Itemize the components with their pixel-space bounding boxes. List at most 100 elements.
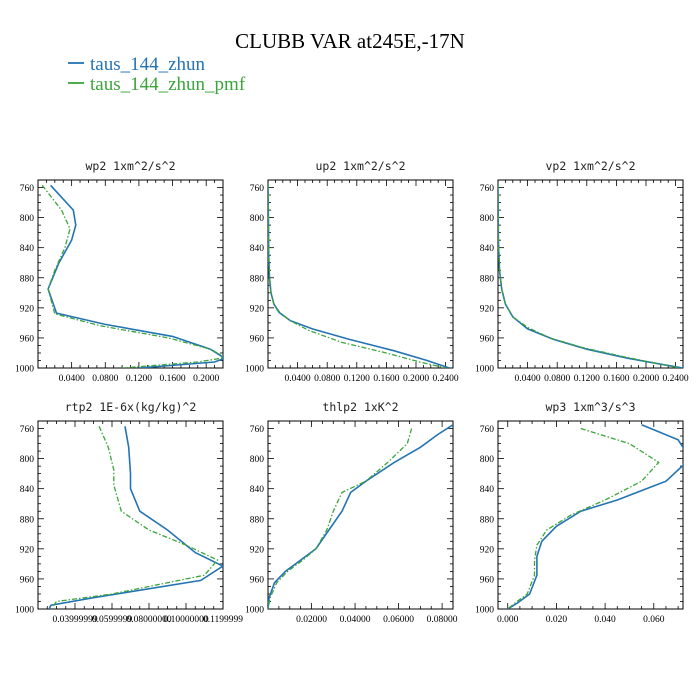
y-tick-label: 960 <box>20 334 35 344</box>
y-tick-label: 880 <box>250 274 265 284</box>
panel-title: vp2 1xm^2/s^2 <box>545 159 635 173</box>
x-tick-label: 0.1199999 <box>203 615 243 625</box>
panel-title: thlp2 1xK^2 <box>322 400 398 414</box>
y-tick-label: 960 <box>250 334 265 344</box>
panel-title: up2 1xm^2/s^2 <box>315 159 405 173</box>
y-tick-label: 1000 <box>245 606 264 616</box>
y-tick-label: 920 <box>250 304 265 314</box>
y-tick-label: 880 <box>250 515 265 525</box>
x-tick-label: 0.1200 <box>574 374 600 384</box>
y-tick-label: 880 <box>20 274 35 284</box>
y-tick-label: 760 <box>480 184 495 194</box>
panels: wp2 1xm^2/s^2 760 800 840 880 920 960 1000 0.040… <box>15 159 689 625</box>
x-tick-label: 0.0400 <box>59 374 85 384</box>
y-tick-label: 1000 <box>245 365 264 375</box>
x-tick-label: 0.000 <box>497 615 519 625</box>
panel-5: thlp2 1xK^2 760 800 840 880 920 960 1000 0.02000… <box>245 400 458 625</box>
x-tick-label: 0.1200 <box>344 374 370 384</box>
x-tick-label: 0.040 <box>594 615 616 625</box>
x-tick-label: 0.1600 <box>603 374 629 384</box>
x-tick-label: 0.0800 <box>544 374 570 384</box>
y-tick-label: 840 <box>480 244 495 254</box>
x-tick-label: 0.1200 <box>126 374 152 384</box>
series-line-1 <box>47 184 223 368</box>
series-line-1 <box>507 424 683 609</box>
y-tick-label: 920 <box>20 545 35 555</box>
y-tick-label: 960 <box>20 575 35 585</box>
y-tick-label: 960 <box>480 575 495 585</box>
y-tick-label: 880 <box>20 515 35 525</box>
series-line-1 <box>48 426 223 609</box>
x-tick-label: 0.06000 <box>383 615 414 625</box>
x-tick-label: 0.0800 <box>92 374 118 384</box>
y-tick-label: 800 <box>480 214 495 224</box>
y-tick-label: 920 <box>480 545 495 555</box>
y-tick-label: 800 <box>20 455 35 465</box>
y-tick-label: 1000 <box>475 365 494 375</box>
panel-6: wp3 1xm^3/s^3 760 800 840 880 920 960 10000.000… <box>475 400 684 625</box>
x-tick-label: 0.1600 <box>373 374 399 384</box>
y-tick-label: 760 <box>250 184 265 194</box>
y-tick-label: 880 <box>480 274 495 284</box>
y-tick-label: 840 <box>20 485 35 495</box>
y-tick-label: 760 <box>20 425 35 435</box>
x-tick-label: 0.060 <box>643 615 665 625</box>
series-line-2 <box>52 426 219 608</box>
y-tick-label: 1000 <box>475 606 494 616</box>
figure-title: CLUBB VAR at245E,-17N <box>235 29 465 53</box>
x-tick-label: 0.1600 <box>159 374 185 384</box>
series-line-1 <box>268 424 453 609</box>
plot-frame <box>497 420 684 610</box>
x-tick-label: 0.0599999 <box>92 615 133 625</box>
x-tick-label: 0.2000 <box>193 374 219 384</box>
y-tick-label: 880 <box>480 515 495 525</box>
y-tick-label: 1000 <box>15 606 34 616</box>
y-tick-label: 920 <box>480 304 495 314</box>
x-tick-label: 0.2400 <box>663 374 689 384</box>
legend-label-2: taus_144_zhun_pmf <box>90 74 246 95</box>
plot-frame <box>37 179 224 369</box>
y-tick-label: 960 <box>480 334 495 344</box>
x-tick-label: 0.02000 <box>296 615 327 625</box>
series-line-2 <box>268 428 413 609</box>
y-tick-label: 800 <box>250 214 265 224</box>
x-tick-label: 0.0800 <box>314 374 340 384</box>
panel-title: wp2 1xm^2/s^2 <box>85 159 175 173</box>
series-line-2 <box>507 427 660 609</box>
y-tick-label: 760 <box>480 425 495 435</box>
y-tick-label: 840 <box>250 485 265 495</box>
x-tick-label: 0.020 <box>546 615 568 625</box>
panel-2: up2 1xm^2/s^2 760 800 840 880 920 960 1000 0.040… <box>245 159 459 384</box>
x-tick-label: 0.2000 <box>403 374 429 384</box>
plot-frame <box>267 420 454 610</box>
y-tick-label: 800 <box>250 455 265 465</box>
panel-title: rtp2 1E-6x(kg/kg)^2 <box>65 400 197 414</box>
plot-frame <box>497 179 684 369</box>
series-line-2 <box>268 183 446 368</box>
legend-label-1: taus_144_zhun <box>90 54 206 75</box>
y-tick-label: 1000 <box>15 365 34 375</box>
plot-frame <box>267 179 454 369</box>
y-tick-label: 760 <box>250 425 265 435</box>
y-tick-label: 840 <box>20 244 35 254</box>
panel-3: vp2 1xm^2/s^2 760 800 840 880 920 960 1000 0.040… <box>475 159 689 384</box>
panel-1: wp2 1xm^2/s^2 760 800 840 880 920 960 1000 0.040… <box>15 159 224 384</box>
x-tick-label: 0.0400 <box>285 374 311 384</box>
y-tick-label: 920 <box>20 304 35 314</box>
x-tick-label: 0.04000 <box>340 615 371 625</box>
x-tick-label: 0.10000000 <box>163 615 208 625</box>
series-line-1 <box>498 183 683 368</box>
y-tick-label: 920 <box>250 545 265 555</box>
series-line-2 <box>41 184 223 368</box>
x-tick-label: 0.08000000 <box>126 615 171 625</box>
panel-4: rtp2 1E-6x(kg/kg)^2 760 800 840 880 920 960 100… <box>15 400 243 625</box>
y-tick-label: 960 <box>250 575 265 585</box>
y-tick-label: 840 <box>480 485 495 495</box>
y-tick-label: 840 <box>250 244 265 254</box>
legend: taus_144_zhun taus_144_zhun_pmf <box>68 54 246 95</box>
y-tick-label: 800 <box>20 214 35 224</box>
panel-title: wp3 1xm^3/s^3 <box>545 400 635 414</box>
x-tick-label: 0.08000 <box>427 615 458 625</box>
x-tick-label: 0.2400 <box>433 374 459 384</box>
series-line-1 <box>268 183 450 368</box>
